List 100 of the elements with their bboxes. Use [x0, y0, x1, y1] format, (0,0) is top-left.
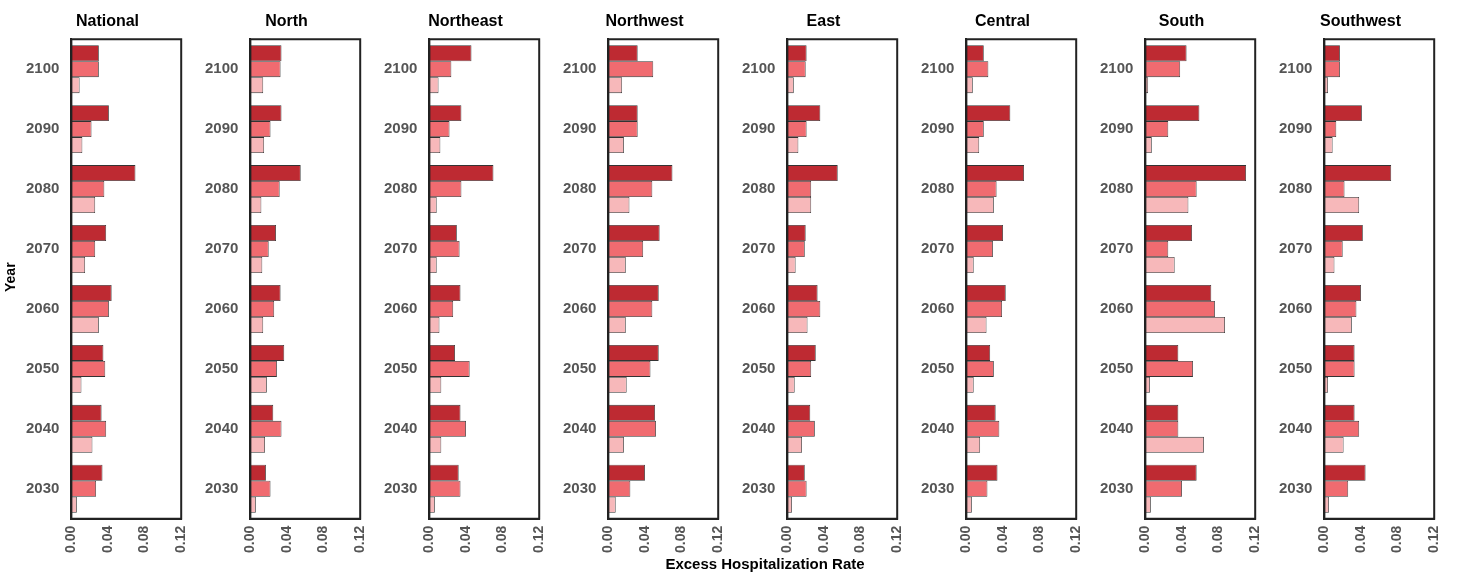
y-tick-label: 2100: [920, 59, 955, 77]
y-tick-label: 2050: [562, 359, 597, 377]
y-tick-label: 2090: [1099, 119, 1134, 137]
x-tick-label: 0.12: [709, 525, 726, 553]
y-tick-label: 2040: [25, 418, 60, 436]
chart-title: Southwest: [1320, 12, 1402, 30]
y-tick-label: 2080: [562, 179, 597, 197]
chart-title: East: [806, 12, 842, 30]
x-tick-label: 0.08: [1030, 525, 1047, 553]
y-tick-label: 2100: [204, 59, 239, 77]
y-tick-label: 2030: [383, 478, 418, 496]
x-tick-label: 0.00: [241, 525, 258, 553]
x-axis-title: Excess Hospitalization Rate: [664, 555, 866, 572]
x-tick-label: 0.08: [135, 525, 152, 553]
chart-title: Central: [974, 12, 1031, 30]
y-tick-label: 2040: [920, 418, 955, 436]
y-tick-label: 2050: [1278, 359, 1313, 377]
x-tick-label: 0.04: [993, 525, 1010, 553]
x-tick-label: 0.12: [1246, 525, 1263, 553]
y-axis-title: Year: [2, 262, 18, 292]
y-tick-label: 2050: [1099, 359, 1134, 377]
y-tick-label: 2080: [383, 179, 418, 197]
y-tick-label: 2100: [741, 59, 776, 77]
x-tick-label: 0.00: [1136, 525, 1153, 553]
chart-title: Northeast: [428, 12, 504, 30]
y-tick-label: 2070: [383, 239, 418, 257]
x-tick-label: 0.00: [957, 525, 974, 553]
y-tick-label: 2080: [25, 179, 60, 197]
y-tick-label: 2070: [741, 239, 776, 257]
chart-title: National: [75, 12, 140, 30]
y-tick-label: 2030: [204, 478, 239, 496]
y-tick-label: 2050: [741, 359, 776, 377]
x-tick-label: 0.04: [814, 525, 831, 553]
y-tick-label: 2050: [204, 359, 239, 377]
x-tick-label: 0.08: [493, 525, 510, 553]
chart-title: South: [1158, 12, 1205, 30]
y-tick-label: 2080: [204, 179, 239, 197]
y-tick-label: 2030: [1278, 478, 1313, 496]
y-tick-label: 2080: [1278, 179, 1313, 197]
y-tick-label: 2030: [25, 478, 60, 496]
y-tick-label: 2090: [25, 119, 60, 137]
y-tick-label: 2030: [741, 478, 776, 496]
y-tick-label: 2060: [204, 299, 239, 317]
y-tick-label: 2060: [1099, 299, 1134, 317]
y-tick-label: 2050: [25, 359, 60, 377]
y-tick-label: 2040: [562, 418, 597, 436]
y-tick-label: 2080: [920, 179, 955, 197]
x-tick-label: 0.12: [172, 525, 189, 553]
y-tick-label: 2090: [383, 119, 418, 137]
y-tick-label: 2060: [1278, 299, 1313, 317]
x-tick-label: 0.00: [62, 525, 79, 553]
y-tick-label: 2060: [25, 299, 60, 317]
y-tick-label: 2100: [1099, 59, 1134, 77]
x-tick-label: 0.00: [420, 525, 437, 553]
y-tick-label: 2050: [920, 359, 955, 377]
y-tick-label: 2070: [1278, 239, 1313, 257]
y-tick-label: 2030: [920, 478, 955, 496]
x-tick-label: 0.04: [277, 525, 294, 553]
y-tick-label: 2090: [204, 119, 239, 137]
x-tick-label: 0.04: [98, 525, 115, 553]
x-tick-label: 0.04: [1172, 525, 1189, 553]
chart-title: Northwest: [605, 12, 685, 30]
x-tick-label: 0.04: [456, 525, 473, 553]
x-tick-label: 0.12: [1067, 525, 1084, 553]
y-tick-label: 2100: [25, 59, 60, 77]
y-tick-label: 2030: [1099, 478, 1134, 496]
y-tick-label: 2080: [1099, 179, 1134, 197]
y-tick-label: 2090: [1278, 119, 1313, 137]
x-tick-label: 0.04: [1351, 525, 1368, 553]
y-tick-label: 2060: [562, 299, 597, 317]
y-tick-label: 2050: [383, 359, 418, 377]
y-tick-label: 2060: [920, 299, 955, 317]
x-tick-label: 0.08: [1209, 525, 1226, 553]
y-tick-label: 2060: [741, 299, 776, 317]
y-tick-label: 2070: [562, 239, 597, 257]
x-tick-label: 0.12: [530, 525, 547, 553]
x-tick-label: 0.00: [599, 525, 616, 553]
x-tick-label: 0.08: [851, 525, 868, 553]
x-tick-label: 0.08: [1388, 525, 1405, 553]
y-tick-label: 2090: [562, 119, 597, 137]
x-tick-label: 0.00: [1315, 525, 1332, 553]
y-tick-label: 2090: [920, 119, 955, 137]
y-tick-label: 2100: [562, 59, 597, 77]
y-tick-label: 2030: [562, 478, 597, 496]
x-tick-label: 0.12: [1425, 525, 1442, 553]
x-tick-label: 0.08: [672, 525, 689, 553]
y-tick-label: 2040: [383, 418, 418, 436]
y-tick-label: 2040: [1278, 418, 1313, 436]
x-tick-label: 0.12: [351, 525, 368, 553]
y-tick-label: 2070: [25, 239, 60, 257]
y-tick-label: 2090: [741, 119, 776, 137]
y-tick-label: 2070: [1099, 239, 1134, 257]
y-tick-label: 2100: [383, 59, 418, 77]
x-tick-label: 0.04: [635, 525, 652, 553]
y-tick-label: 2040: [204, 418, 239, 436]
y-tick-label: 2080: [741, 179, 776, 197]
x-tick-label: 0.12: [888, 525, 905, 553]
y-tick-label: 2070: [204, 239, 239, 257]
x-tick-label: 0.00: [778, 525, 795, 553]
y-tick-label: 2040: [741, 418, 776, 436]
